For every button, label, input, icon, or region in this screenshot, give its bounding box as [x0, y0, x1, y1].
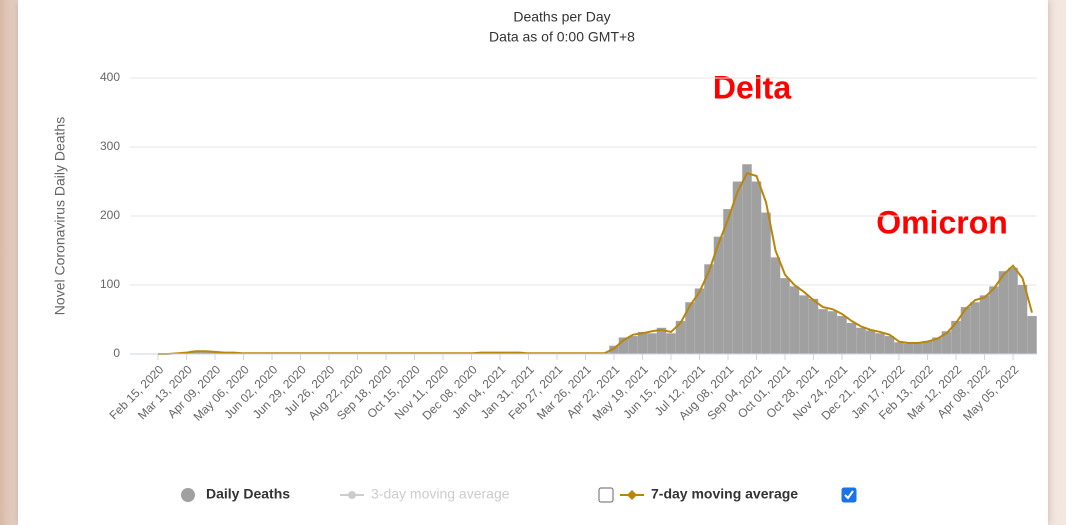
legend-label: 7-day moving average — [651, 486, 798, 502]
bar — [789, 286, 800, 354]
bar — [865, 330, 876, 354]
bar — [780, 278, 790, 354]
legend-label: Daily Deaths — [206, 486, 290, 502]
bar — [989, 286, 999, 354]
legend-symbol — [627, 490, 637, 500]
bar — [932, 337, 942, 354]
bar — [998, 271, 1009, 354]
bar — [751, 181, 762, 354]
bar — [808, 298, 819, 354]
bar — [846, 322, 857, 354]
chart-subtitle: Data as of 0:00 GMT+8 — [489, 29, 635, 45]
line — [158, 172, 1033, 355]
bar — [704, 264, 714, 354]
bar — [856, 327, 866, 354]
bar — [761, 212, 771, 354]
bar — [970, 302, 980, 354]
bar — [1017, 285, 1028, 354]
bar — [922, 340, 933, 354]
bar — [618, 337, 629, 354]
bar — [960, 307, 971, 354]
bar — [979, 295, 990, 354]
bar — [628, 336, 638, 354]
bar — [875, 333, 885, 354]
bar — [827, 311, 838, 354]
bar — [903, 343, 914, 354]
bar — [647, 333, 657, 354]
legend-label: 3-day moving average — [371, 486, 510, 502]
bar — [837, 316, 847, 354]
bar — [666, 333, 676, 354]
checkmark — [844, 490, 854, 500]
bar — [685, 302, 695, 354]
y-tick-label: 300 — [100, 139, 120, 153]
bar — [713, 236, 724, 354]
legend-symbol — [181, 488, 195, 502]
bar — [694, 288, 705, 354]
chart-panel: Deaths per Day Data as of 0:00 GMT+8 Nov… — [18, 0, 1048, 525]
y-tick-label: 400 — [100, 70, 120, 84]
bar — [723, 209, 733, 354]
bar — [894, 342, 904, 354]
bar — [951, 320, 961, 354]
bar — [637, 331, 648, 354]
bar — [884, 336, 895, 354]
y-tick-label: 100 — [100, 277, 120, 291]
chart: Deaths per Day Data as of 0:00 GMT+8 Nov… — [52, 9, 1037, 503]
bar — [210, 351, 220, 354]
bar — [742, 164, 752, 354]
bar — [913, 342, 923, 354]
bar — [200, 351, 211, 354]
bar — [732, 181, 743, 354]
legend-symbol — [348, 491, 356, 499]
bar — [818, 309, 828, 354]
bar — [1008, 267, 1018, 354]
annotation: Delta — [713, 69, 791, 105]
bar — [656, 327, 667, 354]
y-axis-label: Novel Coronavirus Daily Deaths — [52, 117, 68, 315]
bar — [799, 295, 809, 354]
y-tick-label: 200 — [100, 208, 120, 222]
bar — [675, 320, 686, 354]
chart-title: Deaths per Day — [513, 9, 610, 25]
bar — [941, 331, 952, 354]
bar — [770, 257, 781, 354]
checkbox[interactable] — [598, 487, 614, 503]
y-tick-label: 0 — [113, 346, 120, 360]
bar — [191, 350, 201, 354]
bar — [609, 345, 619, 354]
legend: Daily Deaths 3-day moving average 7-day mo… — [181, 486, 857, 503]
bar — [1027, 316, 1037, 354]
annotation: Omicron — [876, 204, 1008, 240]
